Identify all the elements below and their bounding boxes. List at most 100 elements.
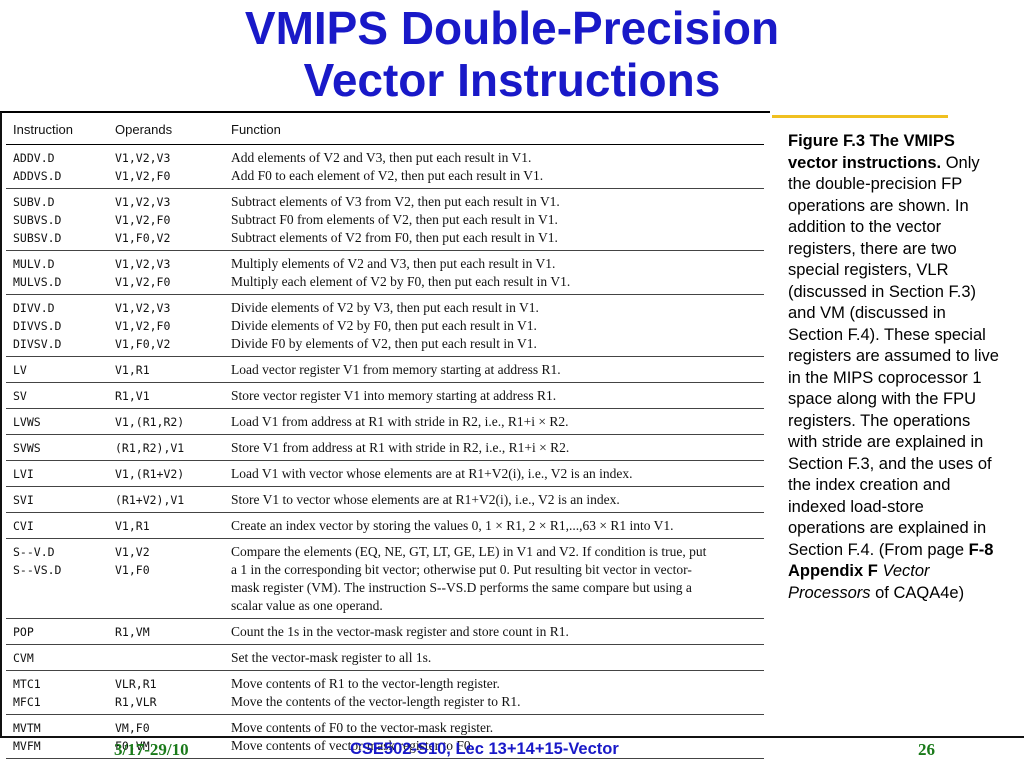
- function-cell: Store V1 to vector whose elements are at…: [225, 491, 764, 509]
- table-row: S--V.D S--VS.D V1,V2 V1,F0 Compare the eleme…: [6, 543, 764, 615]
- instruction-cell: S--V.D S--VS.D: [6, 543, 109, 615]
- instruction-mnemonic: LVI: [13, 467, 34, 481]
- table-row-group: CVI V1,R1 Create an index vector by storin…: [6, 513, 764, 539]
- table-row: DIVV.D DIVVS.D DIVSV.D V1,V2,V3 V1,V2,F0 V1,F…: [6, 299, 764, 353]
- instruction-mnemonic: DIVSV.D: [13, 337, 62, 351]
- function-description: Compare the elements (EQ, NE, GT, LT, GE…: [231, 544, 707, 559]
- instruction-mnemonic: SUBV.D: [13, 195, 55, 209]
- table-row-group: LV V1,R1 Load vector register V1 from memo…: [6, 357, 764, 383]
- operands-cell: V1,V2,V3 V1,V2,F0: [109, 149, 225, 185]
- header-instruction: Instruction: [13, 121, 73, 137]
- table-row: CVI V1,R1 Create an index vector by storin…: [6, 517, 764, 535]
- instruction-mnemonic: ADDV.D: [13, 151, 55, 165]
- footer-page-number: 26: [918, 740, 935, 759]
- footer-date: 3/17-29/10: [114, 740, 189, 759]
- caption-body: Only the double-precision FP operations …: [788, 153, 999, 559]
- instruction-cell: SVWS: [6, 439, 109, 457]
- table-row-group: MTC1 MFC1 VLR,R1 R1,VLR Move contents of R1 …: [6, 671, 764, 715]
- instruction-operands: V1,V2,V3: [115, 257, 171, 271]
- table-row-group: CVM Set the vector-mask register to all 1…: [6, 645, 764, 671]
- function-description: Add elements of V2 and V3, then put each…: [231, 150, 532, 165]
- caption-reference: F-8 Appendix F: [788, 540, 994, 581]
- instruction-mnemonic: CVM: [13, 651, 34, 665]
- instruction-mnemonic: MVFM: [13, 739, 41, 753]
- instruction-operands: V1,R1: [115, 519, 150, 533]
- instruction-operands: V1,V2,F0: [115, 275, 171, 289]
- function-description: Store vector register V1 into memory sta…: [231, 388, 557, 403]
- table-row: LV V1,R1 Load vector register V1 from memo…: [6, 361, 764, 379]
- function-cell: Subtract elements of V3 from V2, then pu…: [225, 193, 764, 247]
- instruction-operands: V1,(R1+V2): [115, 467, 185, 481]
- instruction-operands: V1,F0,V2: [115, 337, 171, 351]
- instruction-cell: CVM: [6, 649, 109, 667]
- function-description: Set the vector-mask register to all 1s.: [231, 650, 432, 665]
- function-description: a 1 in the corresponding bit vector; oth…: [231, 562, 692, 577]
- function-description: Add F0 to each element of V2, then put e…: [231, 168, 544, 183]
- function-cell: Store vector register V1 into memory sta…: [225, 387, 764, 405]
- instruction-operands: (R1+V2),V1: [115, 493, 185, 507]
- function-description: mask register (VM). The instruction S--V…: [231, 580, 692, 595]
- instruction-operands: [115, 649, 225, 667]
- table-row-group: SV R1,V1 Store vector register V1 into mem…: [6, 383, 764, 409]
- slide-title-line1: VMIPS Double-Precision: [244, 2, 780, 54]
- instruction-cell: DIVV.D DIVVS.D DIVSV.D: [6, 299, 109, 353]
- instruction-mnemonic: MULVS.D: [13, 275, 62, 289]
- function-description: scalar value as one operand.: [231, 598, 383, 613]
- function-cell: Compare the elements (EQ, NE, GT, LT, GE…: [225, 543, 764, 615]
- table-row: MULV.D MULVS.D V1,V2,V3 V1,V2,F0 Multiply el…: [6, 255, 764, 291]
- instruction-mnemonic: MULV.D: [13, 257, 55, 271]
- function-description: Count the 1s in the vector-mask register…: [231, 624, 569, 639]
- table-row: POP R1,VM Count the 1s in the vector-mask …: [6, 623, 764, 641]
- header-function: Function: [231, 121, 281, 137]
- instruction-cell: MULV.D MULVS.D: [6, 255, 109, 291]
- operands-cell: [109, 649, 225, 667]
- function-description: Create an index vector by storing the va…: [231, 518, 674, 533]
- function-description: Move contents of vector-mask register to…: [231, 738, 475, 753]
- table-row: MVTM MVFM VM,F0 F0,VM Move contents of F0 to…: [6, 719, 764, 755]
- operands-cell: V1,(R1,R2): [109, 413, 225, 431]
- table-row-group: SVWS (R1,R2),V1 Store V1 from address at R…: [6, 435, 764, 461]
- function-description: Store V1 to vector whose elements are at…: [231, 492, 620, 507]
- instruction-cell: SVI: [6, 491, 109, 509]
- operands-cell: R1,VM: [109, 623, 225, 641]
- table-row: CVM Set the vector-mask register to all 1…: [6, 649, 764, 667]
- function-description: Divide elements of V2 by F0, then put ea…: [231, 318, 537, 333]
- instruction-cell: ADDV.D ADDVS.D: [6, 149, 109, 185]
- instruction-operands: VLR,R1: [115, 677, 157, 691]
- operands-cell: V1,V2,V3 V1,V2,F0: [109, 255, 225, 291]
- function-description: Divide F0 by elements of V2, then put ea…: [231, 336, 537, 351]
- table-row-group: LVWS V1,(R1,R2) Load V1 from address at R1…: [6, 409, 764, 435]
- table-row-group: DIVV.D DIVVS.D DIVSV.D V1,V2,V3 V1,V2,F0 V1,F…: [6, 295, 764, 357]
- table-row: LVI V1,(R1+V2) Load V1 with vector whose e…: [6, 465, 764, 483]
- footer-divider: [0, 736, 1024, 738]
- function-cell: Move contents of R1 to the vector-length…: [225, 675, 764, 711]
- table-row-group: SUBV.D SUBVS.D SUBSV.D V1,V2,V3 V1,V2,F0 V1,F…: [6, 189, 764, 251]
- caption-tail: of CAQA4e): [870, 583, 965, 602]
- function-cell: Load V1 from address at R1 with stride i…: [225, 413, 764, 431]
- instruction-cell: LVI: [6, 465, 109, 483]
- table-row-group: POP R1,VM Count the 1s in the vector-mask …: [6, 619, 764, 645]
- operands-cell: V1,(R1+V2): [109, 465, 225, 483]
- operands-cell: (R1,R2),V1: [109, 439, 225, 457]
- instruction-operands: R1,VLR: [115, 695, 157, 709]
- instruction-operands: V1,F0: [115, 563, 150, 577]
- header-operands: Operands: [115, 121, 173, 137]
- table-row: SUBV.D SUBVS.D SUBSV.D V1,V2,V3 V1,V2,F0 V1,F…: [6, 193, 764, 247]
- instruction-mnemonic: SVWS: [13, 441, 41, 455]
- instruction-operands: V1,V2,V3: [115, 151, 171, 165]
- instruction-operands: F0,VM: [115, 739, 150, 753]
- instruction-mnemonic: CVI: [13, 519, 34, 533]
- function-description: Load vector register V1 from memory star…: [231, 362, 561, 377]
- instruction-mnemonic: MTC1: [13, 677, 41, 691]
- title-divider: [0, 111, 770, 113]
- function-cell: Load V1 with vector whose elements are a…: [225, 465, 764, 483]
- operands-cell: V1,R1: [109, 517, 225, 535]
- instruction-operands: V1,V2,F0: [115, 169, 171, 183]
- instruction-cell: CVI: [6, 517, 109, 535]
- function-description: Multiply each element of V2 by F0, then …: [231, 274, 571, 289]
- function-cell: Multiply elements of V2 and V3, then put…: [225, 255, 764, 291]
- operands-cell: V1,V2,V3 V1,V2,F0 V1,F0,V2: [109, 193, 225, 247]
- table-row: SVI (R1+V2),V1 Store V1 to vector whose el…: [6, 491, 764, 509]
- instruction-cell: MVTM MVFM: [6, 719, 109, 755]
- operands-cell: VM,F0 F0,VM: [109, 719, 225, 755]
